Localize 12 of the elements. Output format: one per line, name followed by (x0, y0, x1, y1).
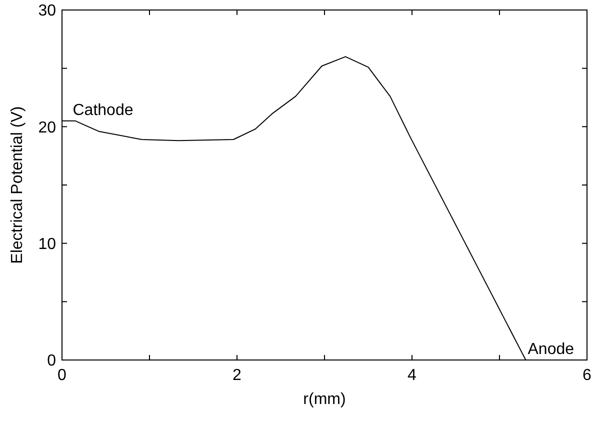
y-tick-label: 0 (47, 352, 56, 370)
x-tick-label: 2 (232, 367, 242, 384)
y-axis-title: Electrical Potential (V) (9, 106, 26, 264)
x-axis-title: r(mm) (303, 391, 346, 408)
annotation: Cathode (72, 102, 134, 119)
annotation: Anode (528, 341, 574, 358)
y-tick-label: 10 (38, 236, 56, 253)
x-tick-label: 6 (582, 367, 592, 384)
y-tick-label: 20 (38, 119, 56, 136)
y-tick-label: 30 (38, 2, 56, 20)
x-tick-label: 0 (58, 367, 67, 384)
x-tick-label: 4 (408, 367, 417, 384)
